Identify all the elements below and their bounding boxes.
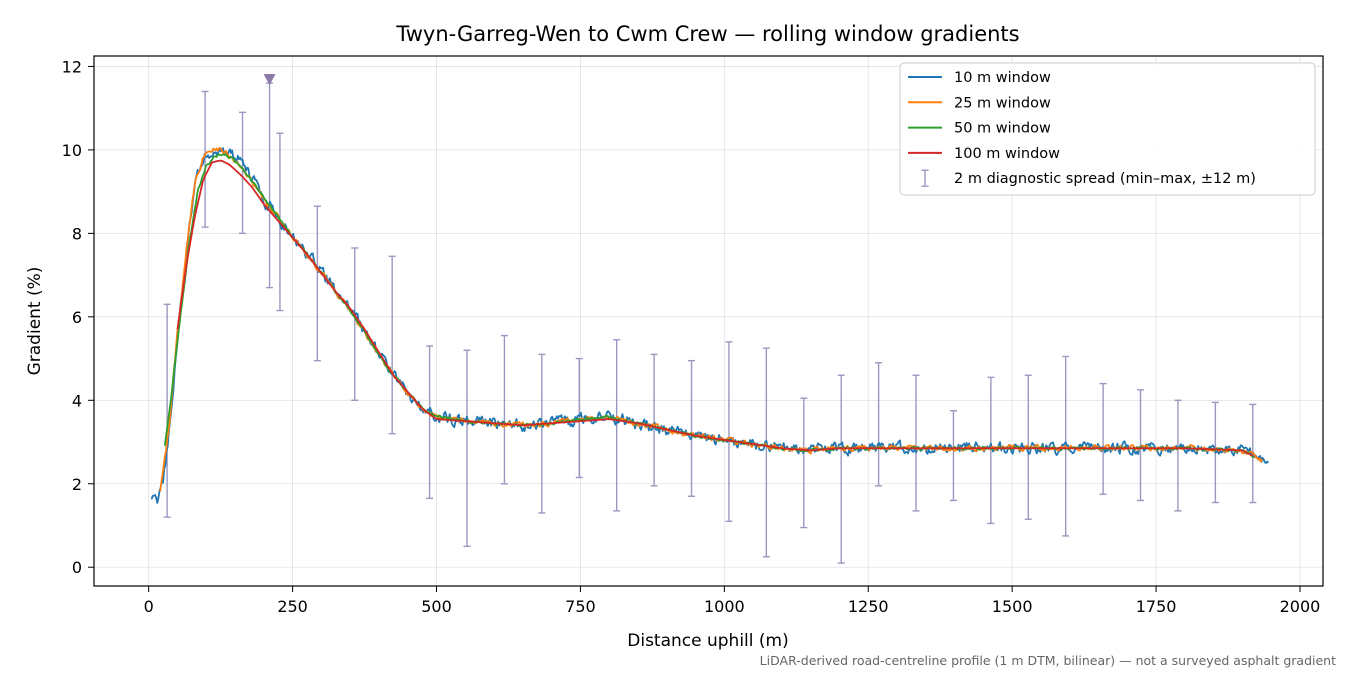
- x-axis-title: Distance uphill (m): [627, 631, 788, 651]
- footnote: LiDAR-derived road-centreline profile (1…: [760, 653, 1336, 668]
- diagnostic-spread-layer: [163, 82, 1257, 564]
- spread-errorbar: [426, 345, 434, 500]
- x-tick-label: 500: [421, 597, 452, 616]
- peak-marker-layer: [263, 73, 276, 85]
- x-tick-label: 0: [144, 597, 154, 616]
- spread-errorbar: [388, 255, 396, 435]
- spread-errorbar: [800, 397, 808, 529]
- y-tick-label: 2: [72, 475, 82, 494]
- spread-errorbar: [1174, 399, 1182, 512]
- x-tick-label: 750: [565, 597, 596, 616]
- y-tick-label: 10: [62, 141, 82, 160]
- spread-errorbar: [949, 410, 957, 502]
- y-tick-label: 0: [72, 558, 82, 577]
- legend-label: 25 m window: [954, 95, 1051, 111]
- spread-errorbar: [912, 374, 920, 512]
- spread-errorbar: [500, 334, 508, 485]
- legend-label: 50 m window: [954, 121, 1051, 137]
- series-line-2: [159, 147, 1263, 492]
- legend-label: 100 m window: [954, 146, 1060, 162]
- spread-errorbar: [266, 82, 274, 289]
- spread-errorbar: [725, 341, 733, 523]
- x-tick-label: 1000: [704, 597, 745, 616]
- y-axis-title: Gradient (%): [25, 267, 45, 376]
- legend-box: [899, 62, 1316, 196]
- x-tick-label: 1750: [1136, 597, 1177, 616]
- spread-errorbar: [239, 111, 247, 235]
- axis-ticks: 0 250 500 750 1000 1250 1500 1750 2000 0 2 4 6 8 10 12: [62, 57, 1321, 616]
- series-line-4: [176, 159, 1254, 457]
- x-tick-label: 1500: [992, 597, 1033, 616]
- plot-frame: [93, 55, 1324, 587]
- legend-label: 2 m diagnostic spread (min–max, ±12 m): [954, 171, 1256, 187]
- spread-errorbar: [313, 205, 321, 362]
- spread-errorbar: [1099, 382, 1107, 495]
- spread-errorbar: [987, 376, 995, 525]
- peak-marker: [263, 73, 276, 85]
- spread-errorbar: [837, 374, 845, 564]
- series-layer: [150, 147, 1270, 504]
- x-tick-label: 2000: [1280, 597, 1321, 616]
- grid-lines: [94, 56, 1323, 586]
- x-tick-label: 1250: [848, 597, 889, 616]
- spread-errorbar: [762, 347, 770, 558]
- spread-errorbar: [613, 339, 621, 512]
- spread-errorbar: [351, 247, 359, 401]
- legend: 10 m window 25 m window 50 m window 100 m w…: [899, 62, 1316, 196]
- spread-errorbar: [875, 362, 883, 487]
- y-tick-label: 8: [72, 224, 82, 243]
- spread-errorbar: [1137, 389, 1145, 502]
- y-tick-label: 4: [72, 391, 82, 410]
- spread-errorbar: [201, 90, 209, 228]
- x-tick-label: 250: [277, 597, 308, 616]
- spread-errorbar: [688, 359, 696, 497]
- y-tick-label: 12: [62, 57, 82, 76]
- spread-errorbar: [463, 349, 471, 548]
- chart-title: Twyn-Garreg-Wen to Cwm Crew — rolling wi…: [395, 22, 1019, 46]
- y-tick-label: 6: [72, 308, 82, 327]
- series-line-3: [163, 153, 1255, 459]
- spread-errorbar: [538, 353, 546, 514]
- legend-label: 10 m window: [954, 70, 1051, 86]
- spread-errorbar: [650, 353, 658, 487]
- spread-errorbar: [163, 303, 171, 518]
